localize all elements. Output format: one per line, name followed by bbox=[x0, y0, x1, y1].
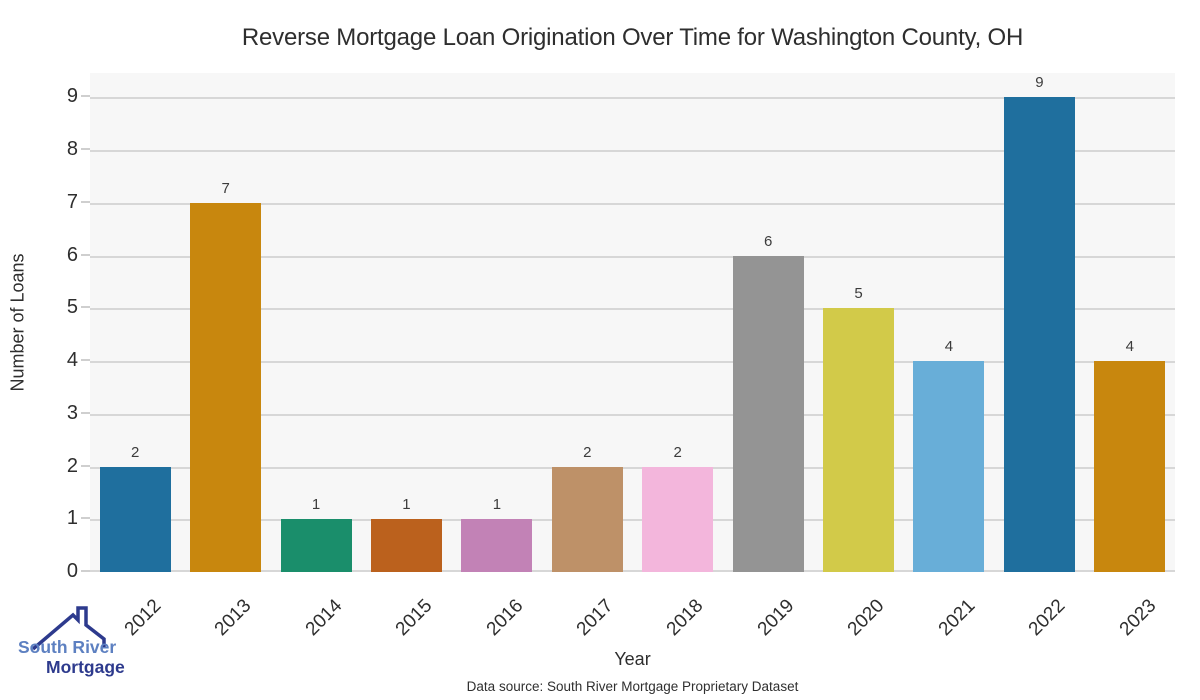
bar-value-label-2022: 9 bbox=[1035, 74, 1044, 92]
y-tick-label-1: 1 bbox=[66, 507, 78, 530]
data-source-caption: Data source: South River Mortgage Propri… bbox=[466, 679, 799, 694]
y-tick-label-2: 2 bbox=[66, 454, 78, 477]
bar-value-label-2016: 1 bbox=[492, 496, 502, 514]
y-tick-label-5: 5 bbox=[66, 296, 78, 319]
gridline-y-9 bbox=[90, 97, 1175, 100]
bar-2012 bbox=[99, 466, 171, 572]
gridline-y-7 bbox=[90, 202, 1175, 205]
bar-2014 bbox=[280, 519, 352, 572]
bar-value-label-2019: 6 bbox=[763, 232, 773, 250]
y-tick-label-8: 8 bbox=[66, 138, 78, 160]
x-tick-label-2016: 2016 bbox=[482, 595, 528, 641]
bar-2021 bbox=[913, 361, 985, 572]
house-roof-icon bbox=[31, 606, 106, 651]
x-tick-label-2021: 2021 bbox=[934, 595, 980, 641]
bar-value-label-2021: 4 bbox=[944, 338, 954, 356]
y-tick-label-3: 3 bbox=[66, 401, 78, 424]
gridline-y-6 bbox=[90, 255, 1175, 258]
x-tick-label-2019: 2019 bbox=[753, 595, 799, 641]
x-tick-label-2018: 2018 bbox=[663, 595, 708, 641]
y-tick-label-6: 6 bbox=[66, 243, 78, 266]
y-tick-mark-6 bbox=[81, 253, 90, 256]
bar-2019 bbox=[732, 255, 804, 572]
bar-value-label-2018: 2 bbox=[673, 443, 682, 461]
bar-2017 bbox=[551, 466, 623, 572]
x-tick-label-2022: 2022 bbox=[1024, 595, 1070, 641]
y-tick-label-7: 7 bbox=[66, 190, 78, 213]
gridline-y-4 bbox=[90, 361, 1175, 364]
x-axis-title: Year bbox=[614, 649, 651, 669]
x-tick-label-2023: 2023 bbox=[1115, 595, 1160, 641]
bar-value-label-2023: 4 bbox=[1125, 338, 1134, 356]
y-tick-mark-8 bbox=[81, 148, 90, 150]
gridline-y-1 bbox=[90, 519, 1175, 522]
bar-value-label-2020: 5 bbox=[854, 285, 863, 303]
south-river-mortgage-logo: South River Mortgage bbox=[0, 600, 170, 698]
y-tick-label-4: 4 bbox=[66, 349, 78, 371]
y-tick-label-9: 9 bbox=[66, 85, 78, 108]
y-tick-mark-9 bbox=[81, 95, 90, 98]
gridline-y-0 bbox=[90, 570, 1175, 572]
bar-2018 bbox=[642, 466, 714, 572]
gridline-y-5 bbox=[90, 308, 1175, 311]
bar-2013 bbox=[190, 202, 262, 572]
plot-area: 2 7 1 1 1 2 2 6 5 4 9 4 bbox=[90, 73, 1175, 572]
bar-2016 bbox=[461, 519, 533, 572]
bar-value-label-2013: 7 bbox=[221, 179, 230, 197]
x-tick-label-2015: 2015 bbox=[391, 595, 437, 641]
y-tick-mark-5 bbox=[81, 306, 90, 309]
bar-value-label-2017: 2 bbox=[583, 443, 592, 461]
y-tick-mark-0 bbox=[81, 570, 90, 572]
gridline-y-2 bbox=[90, 466, 1175, 469]
y-tick-label-0: 0 bbox=[66, 560, 78, 582]
x-tick-label-2020: 2020 bbox=[843, 595, 889, 641]
bar-value-label-2012: 2 bbox=[131, 443, 140, 461]
bar-2020 bbox=[823, 308, 895, 572]
x-tick-label-2017: 2017 bbox=[572, 595, 618, 641]
logo-text-south-river: South River bbox=[18, 637, 117, 657]
x-tick-label-2013: 2013 bbox=[211, 595, 256, 641]
bar-2015 bbox=[370, 519, 442, 572]
y-tick-mark-1 bbox=[81, 517, 90, 520]
gridline-y-8 bbox=[90, 150, 1175, 153]
y-tick-mark-2 bbox=[81, 464, 90, 467]
bar-value-label-2015: 1 bbox=[402, 496, 411, 514]
bar-2023 bbox=[1094, 361, 1166, 572]
y-tick-mark-7 bbox=[81, 200, 90, 203]
y-tick-mark-4 bbox=[81, 359, 90, 361]
logo-text-mortgage: Mortgage bbox=[46, 657, 125, 677]
bar-value-label-2014: 1 bbox=[311, 496, 321, 514]
gridline-y-3 bbox=[90, 413, 1175, 416]
chart-title: Reverse Mortgage Loan Origination Over T… bbox=[241, 24, 1024, 51]
x-tick-label-2014: 2014 bbox=[301, 595, 347, 641]
y-tick-mark-3 bbox=[81, 411, 90, 414]
bar-2022 bbox=[1003, 97, 1075, 572]
